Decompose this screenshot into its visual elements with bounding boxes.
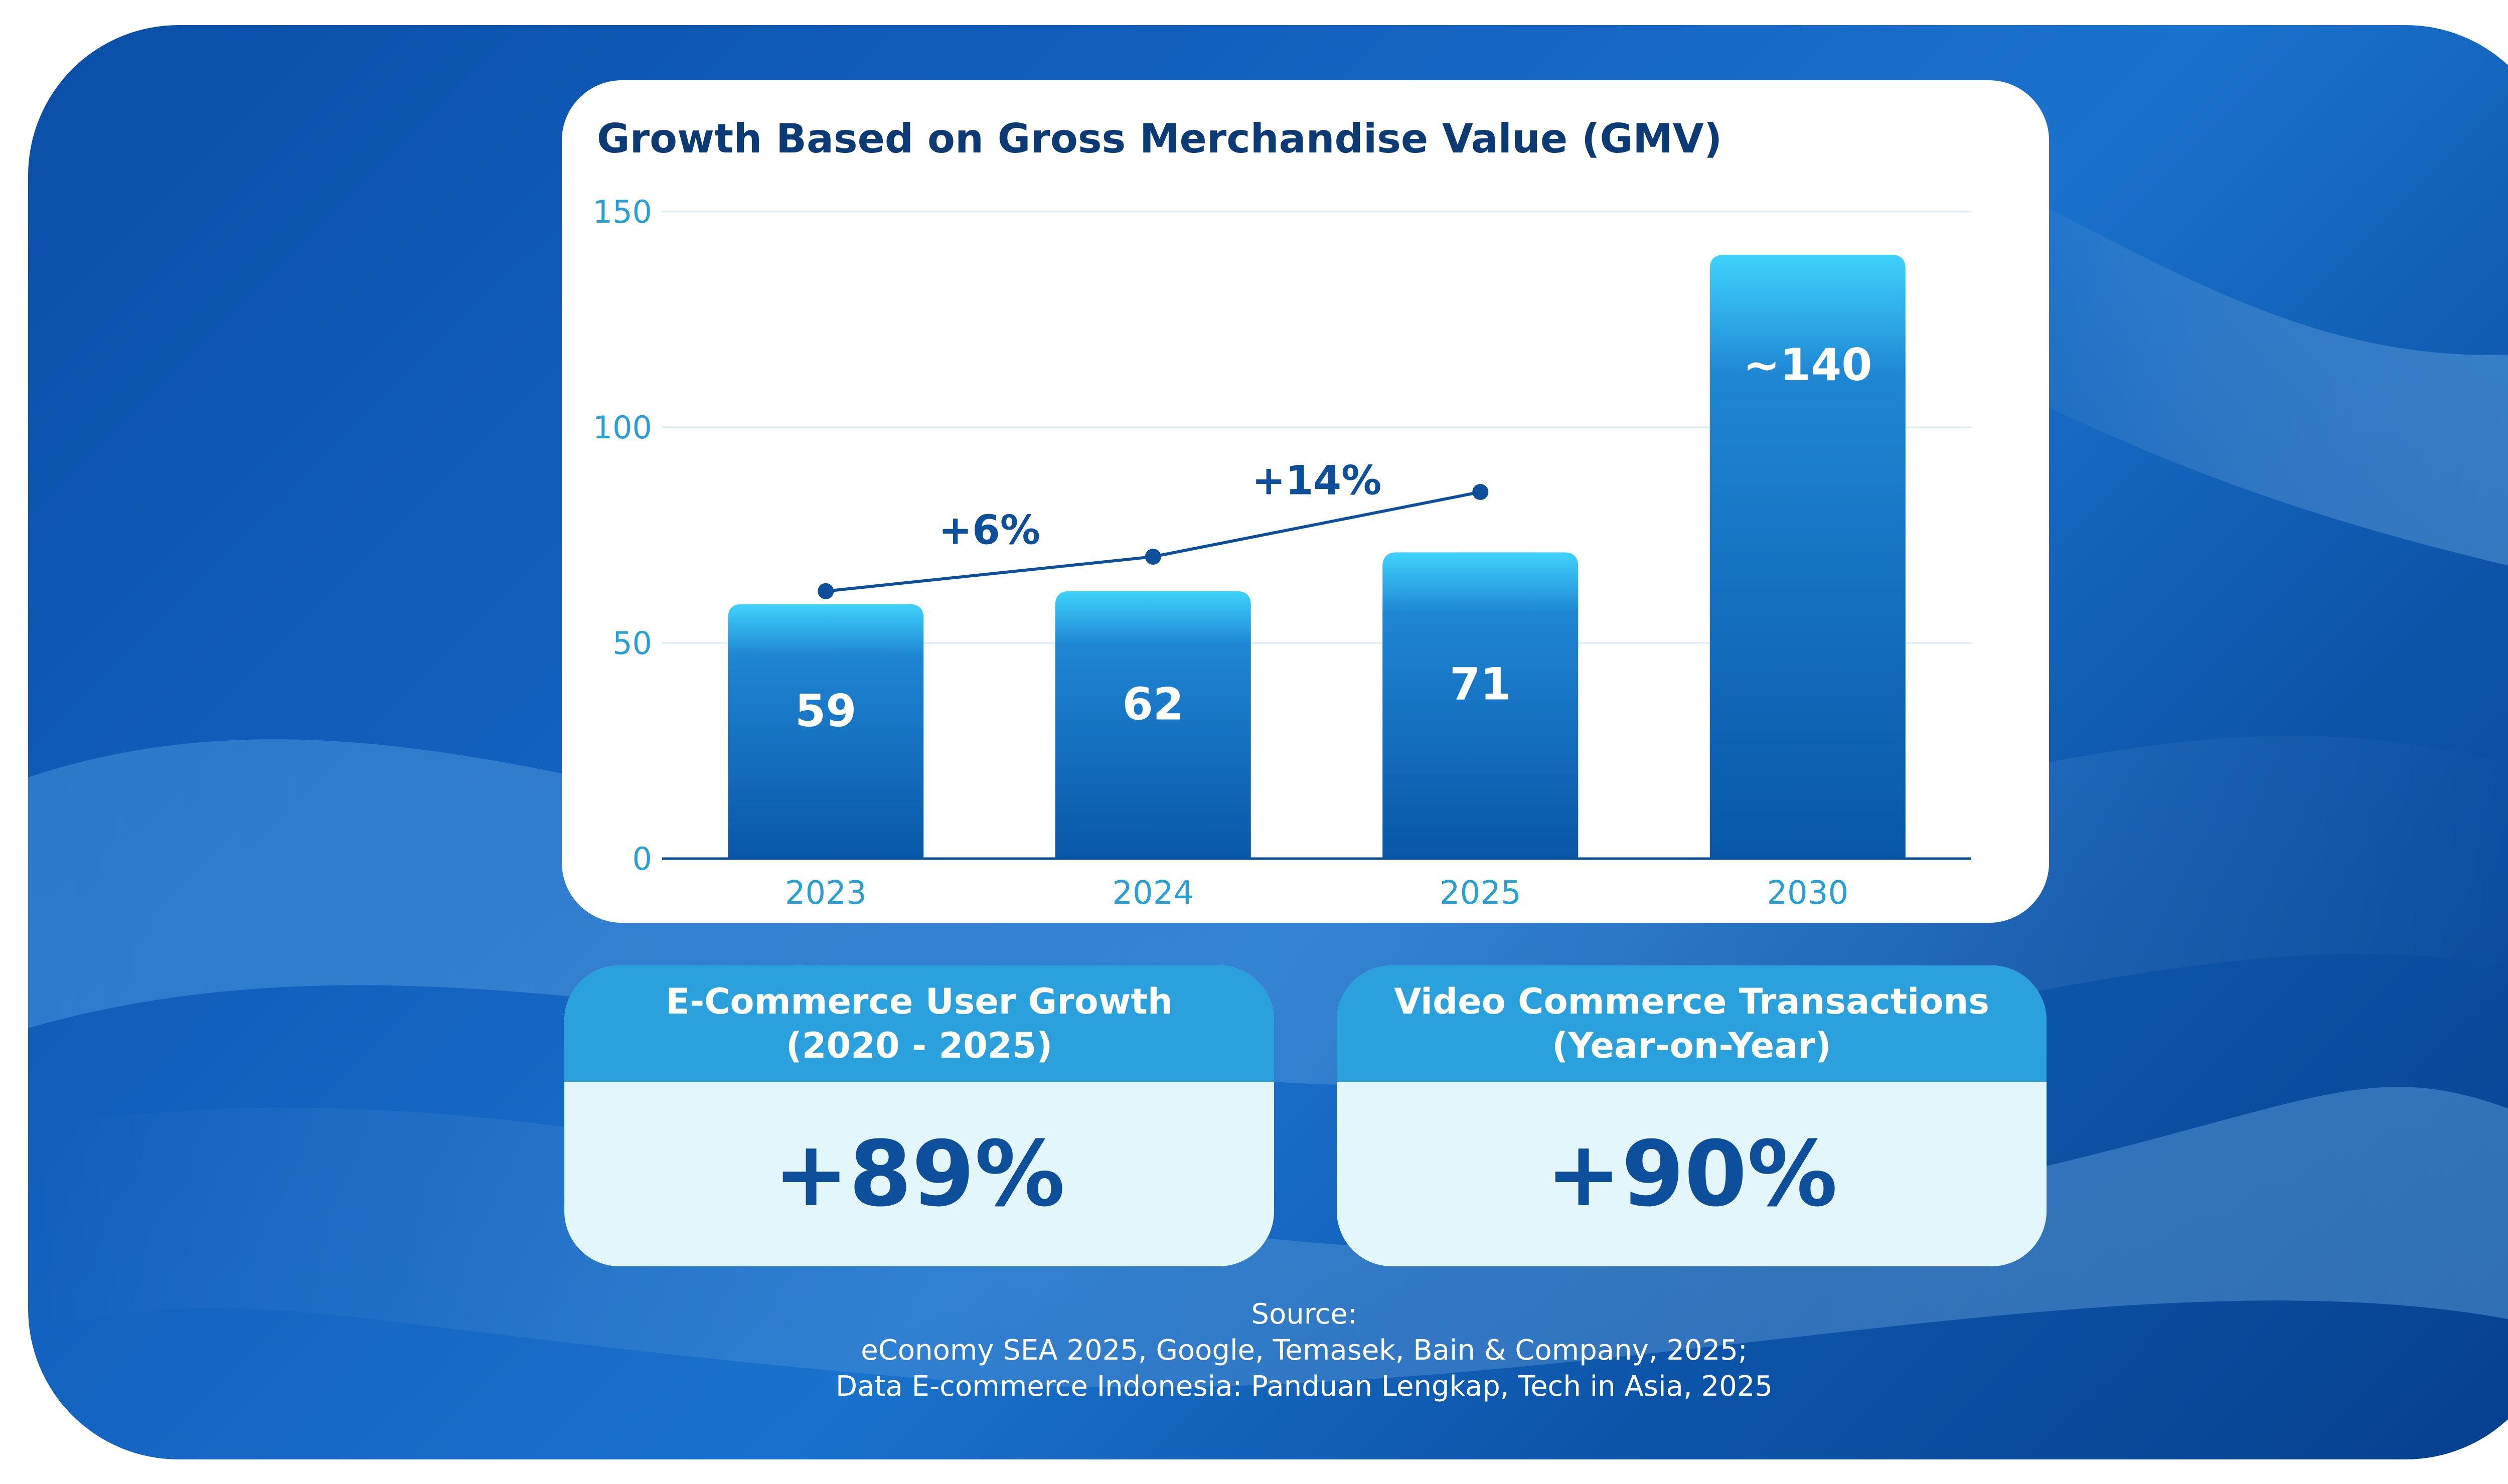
source-heading: Source: [1251,1298,1357,1331]
bar-2023 [728,604,924,859]
y-axis-ticks: 0 50 100 150 [593,194,652,877]
trend-point-2025 [1472,484,1489,500]
x-tick-2024: 2024 [1112,875,1194,912]
bar-2024 [1055,591,1251,859]
bars: 59 62 71 ~140 [728,255,1906,859]
source-line-1: eConomy SEA 2025, Google, Temasek, Bain … [861,1334,1748,1367]
chart-title: Growth Based on Gross Merchandise Value … [597,115,1722,162]
stat-title-user-growth: E-Commerce User Growth (2020 - 2025) [564,965,1274,1082]
y-tick-0: 0 [633,841,652,877]
stat-card-user-growth: E-Commerce User Growth (2020 - 2025) +89… [564,965,1274,1266]
y-tick-50: 50 [612,625,652,662]
x-tick-2023: 2023 [785,875,867,912]
growth-trend-line: +6% +14% [818,457,1489,599]
stat-value-video-commerce: +90% [1545,1121,1838,1227]
bar-2025 [1382,552,1579,859]
stat-title-video-commerce: Video Commerce Transactions (Year-on-Yea… [1337,965,2047,1082]
trend-label-0: +6% [938,507,1040,553]
x-tick-2030: 2030 [1767,875,1848,912]
source-note: Source: eConomy SEA 2025, Google, Temase… [602,1296,2006,1405]
trend-line-path [825,490,1481,593]
bar-label-2024: 62 [1123,679,1184,730]
trend-label-1: +14% [1252,457,1382,504]
gmv-chart-card: Growth Based on Gross Merchandise Value … [562,80,2049,923]
trend-point-2024 [1145,549,1161,565]
source-line-2: Data E-commerce Indonesia: Panduan Lengk… [836,1370,1773,1403]
y-tick-100: 100 [593,409,652,446]
bar-label-2023: 59 [795,685,856,737]
x-tick-2025: 2025 [1440,875,1521,912]
y-tick-150: 150 [593,194,652,230]
stat-value-user-growth: +89% [773,1121,1065,1227]
stat-card-video-commerce: Video Commerce Transactions (Year-on-Yea… [1337,965,2047,1266]
bar-label-2025: 71 [1450,658,1511,710]
x-axis-ticks: 2023 2024 2025 2030 [785,875,1848,912]
trend-point-2023 [818,583,834,599]
bar-2030 [1709,255,1906,859]
bar-label-2030: ~140 [1743,339,1872,391]
